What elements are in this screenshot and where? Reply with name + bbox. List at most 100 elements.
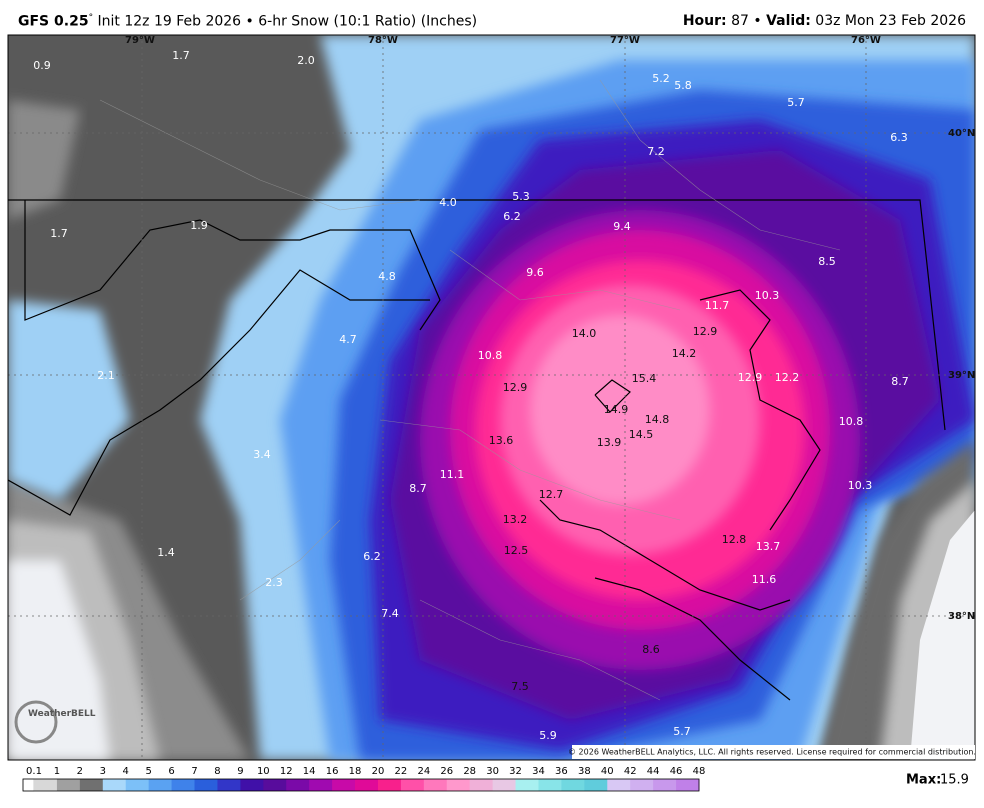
legend-tick-label: 48	[693, 766, 706, 777]
max-value: 15.9	[940, 773, 969, 788]
snow-value: 12.9	[693, 325, 718, 338]
separator: •	[753, 13, 762, 29]
snow-value: 11.6	[752, 573, 777, 586]
legend-tick-label: 30	[486, 766, 499, 777]
snow-value: 10.3	[848, 479, 873, 492]
snow-value: 9.4	[613, 220, 631, 233]
snow-value: 2.0	[297, 54, 315, 67]
snow-value: 12.8	[722, 533, 747, 546]
snow-value: 1.9	[190, 219, 208, 232]
legend-swatch	[240, 779, 264, 791]
legend-swatch	[653, 779, 677, 791]
longitude-label: 79°W	[125, 35, 155, 46]
snow-value: 14.0	[572, 327, 597, 340]
snow-value: 4.8	[378, 270, 396, 283]
legend-swatch	[607, 779, 631, 791]
max-label: Max:	[906, 773, 941, 788]
map-frame	[7, 34, 976, 761]
legend-swatch	[102, 779, 127, 791]
legend-swatch	[194, 779, 218, 791]
snow-value: 14.5	[629, 428, 654, 441]
legend-swatch	[446, 779, 471, 791]
legend-tick-label: 14	[303, 766, 316, 777]
legend-swatch	[286, 779, 310, 791]
snow-value: 4.7	[339, 333, 357, 346]
snow-value: 11.1	[440, 468, 465, 481]
legend-tick-label: 5	[145, 766, 151, 777]
snow-value: 13.7	[756, 540, 781, 553]
snow-value: 7.5	[511, 680, 529, 693]
valid-label: Valid:	[766, 13, 811, 29]
legend-swatch	[561, 779, 585, 791]
longitude-label: 78°W	[368, 35, 398, 46]
snow-value: 12.9	[503, 381, 528, 394]
latitude-label: 40°N	[948, 128, 975, 139]
legend-swatch	[79, 779, 104, 791]
legend-tick-label: 12	[280, 766, 293, 777]
legend-tick-label: 20	[372, 766, 385, 777]
snow-value: 0.9	[33, 59, 51, 72]
snow-value: 8.5	[818, 255, 836, 268]
legend-tick-label: 32	[509, 766, 522, 777]
legend-swatch	[538, 779, 562, 791]
legend-tick-label: 1	[54, 766, 60, 777]
legend-swatch	[22, 778, 35, 792]
logo: WeatherBELL	[14, 700, 96, 744]
legend-tick-label: 34	[532, 766, 545, 777]
snow-value: 1.4	[157, 546, 175, 559]
legend-tick-label: 38	[578, 766, 591, 777]
snow-value: 11.7	[705, 299, 730, 312]
snow-value: 1.7	[172, 49, 190, 62]
header: GFS 0.25° Init 12z 19 Feb 2026 • 6-hr Sn…	[0, 0, 984, 34]
logo-text: WeatherBELL	[28, 709, 96, 719]
legend-tick-label: 18	[349, 766, 362, 777]
legend-swatch	[515, 779, 539, 791]
snow-value: 8.7	[409, 482, 427, 495]
header-title: Init 12z 19 Feb 2026 • 6-hr Snow (10:1 R…	[97, 13, 478, 30]
legend-tick-label: 40	[601, 766, 614, 777]
legend-tick-label: 36	[555, 766, 568, 777]
legend-tick-label: 4	[123, 766, 129, 777]
snow-value: 8.7	[891, 375, 909, 388]
snow-value: 5.9	[539, 729, 557, 742]
legend-swatch	[309, 779, 333, 791]
legend-tick-label: 28	[463, 766, 476, 777]
legend-swatch	[377, 779, 402, 791]
snow-value: 8.6	[642, 643, 660, 656]
snow-value: 5.3	[512, 190, 530, 203]
legend-tick-label: 26	[440, 766, 453, 777]
legend-swatch	[332, 779, 356, 791]
legend-tick-label: 0.1	[26, 766, 42, 777]
latitude-label: 38°N	[948, 611, 975, 622]
valid: 03z Mon 23 Feb 2026	[815, 13, 966, 29]
snow-value: 12.5	[504, 544, 529, 557]
snow-value: 13.2	[503, 513, 528, 526]
snow-value: 7.4	[381, 607, 399, 620]
snow-value: 5.7	[787, 96, 805, 109]
snow-value: 10.8	[478, 349, 503, 362]
legend-tick-label: 3	[100, 766, 106, 777]
legend-swatch	[263, 779, 287, 791]
snow-value: 5.8	[674, 79, 692, 92]
hour: 87	[731, 13, 749, 29]
snow-value: 5.2	[652, 72, 670, 85]
legend-tick-label: 42	[624, 766, 637, 777]
latitude-label: 39°N	[948, 370, 975, 381]
snow-value: 1.7	[50, 227, 68, 240]
snow-value: 6.2	[503, 210, 521, 223]
copyright-bg	[572, 745, 975, 759]
legend-swatch	[56, 779, 81, 791]
legend-swatch	[423, 779, 448, 791]
legend-tick-label: 9	[237, 766, 243, 777]
legend-tick-label: 6	[168, 766, 174, 777]
header-right: Hour: 87 • Valid: 03z Mon 23 Feb 2026	[683, 13, 966, 29]
hour-label: Hour:	[682, 13, 727, 29]
legend-tick-label: 46	[670, 766, 683, 777]
snow-field	[8, 35, 975, 760]
model: GFS 0.25	[18, 13, 89, 30]
legend-swatch	[492, 779, 517, 791]
legend-tick-label: 7	[191, 766, 197, 777]
snow-value: 2.1	[97, 369, 115, 382]
legend-tick-label: 10	[257, 766, 270, 777]
